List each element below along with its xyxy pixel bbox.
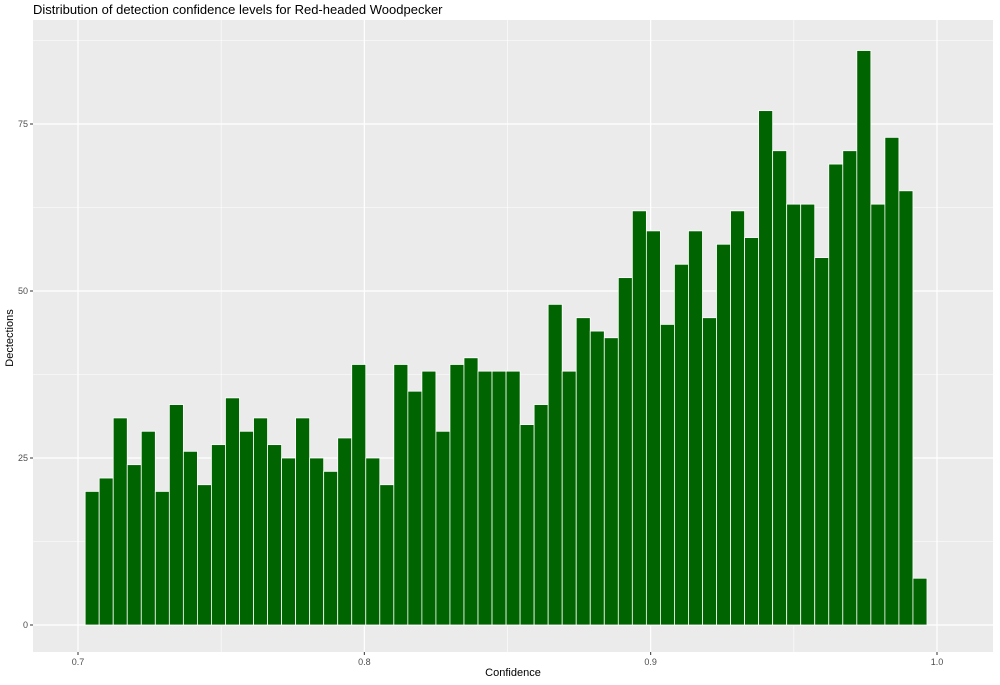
- x-tick-label: 0.9: [644, 657, 657, 667]
- histogram-bar: [547, 303, 563, 626]
- histogram-bar: [912, 577, 928, 626]
- histogram-bar: [309, 457, 325, 626]
- histogram-bar: [688, 230, 703, 626]
- histogram-bar: [365, 457, 381, 626]
- histogram-bar: [449, 364, 465, 626]
- histogram-bar: [828, 163, 844, 626]
- x-tick-label: 0.7: [72, 657, 85, 667]
- y-tick-label: 75: [18, 119, 28, 129]
- histogram-bar: [744, 237, 760, 626]
- histogram-bar: [519, 424, 535, 626]
- histogram-bar: [337, 437, 353, 626]
- histogram-bar: [239, 430, 254, 626]
- histogram-bar: [702, 317, 717, 626]
- y-tick-label: 0: [23, 620, 28, 630]
- histogram-bar: [379, 484, 395, 626]
- histogram-bar: [533, 404, 549, 626]
- histogram-bar: [575, 317, 591, 626]
- histogram-bar: [898, 190, 914, 626]
- histogram-bar: [631, 210, 647, 626]
- y-axis-label: Dectections: [4, 309, 16, 367]
- histogram-bar: [154, 490, 170, 626]
- histogram-bar: [617, 277, 633, 626]
- histogram-bar: [842, 150, 858, 626]
- histogram-bar: [674, 263, 689, 626]
- histogram-bar: [351, 364, 367, 626]
- histogram-bar: [491, 370, 507, 626]
- histogram-bar: [84, 490, 100, 626]
- histogram-bar: [758, 110, 774, 626]
- histogram-bar: [561, 370, 577, 626]
- histogram-bar: [267, 444, 282, 626]
- histogram-bar: [814, 257, 830, 626]
- x-tick-label: 0.8: [358, 657, 371, 667]
- histogram-bar: [477, 370, 493, 626]
- histogram-bar: [730, 210, 745, 626]
- histogram-bar: [786, 203, 802, 626]
- chart-title: Distribution of detection confidence lev…: [33, 2, 443, 17]
- y-axis: 0 25 50 75: [18, 119, 33, 630]
- histogram-bar: [856, 50, 872, 626]
- histogram-bar: [295, 417, 311, 626]
- histogram-bar: [800, 203, 816, 626]
- histogram-bar: [772, 150, 788, 626]
- histogram-bar: [393, 364, 409, 626]
- x-axis-label: Confidence: [485, 667, 541, 679]
- y-tick-label: 50: [18, 286, 28, 296]
- histogram-bar: [870, 203, 886, 626]
- histogram-bar: [660, 323, 675, 626]
- histogram-bar: [140, 430, 156, 626]
- histogram-bar: [323, 470, 339, 626]
- histogram-bar: [505, 370, 521, 626]
- histogram-bar: [463, 357, 479, 626]
- histogram-bar: [182, 450, 198, 626]
- histogram-bar: [884, 136, 900, 626]
- histogram-bar: [112, 417, 128, 626]
- histogram-bar: [98, 477, 114, 626]
- histogram-bar: [603, 337, 619, 626]
- histogram-bar: [211, 444, 226, 626]
- x-tick-label: 1.0: [931, 657, 944, 667]
- histogram-bar: [435, 430, 451, 626]
- histogram-bar: [253, 417, 268, 626]
- histogram-bar: [281, 457, 297, 626]
- x-axis: 0.7 0.8 0.9 1.0: [72, 652, 944, 667]
- histogram-bar: [197, 484, 212, 626]
- histogram-bar: [407, 390, 423, 626]
- histogram-bar: [126, 464, 142, 626]
- histogram-bar: [716, 243, 731, 626]
- histogram-bar: [225, 397, 240, 626]
- histogram-bars: [84, 50, 928, 626]
- histogram-bar: [589, 330, 605, 626]
- histogram-bar: [645, 230, 661, 626]
- histogram-bar: [168, 404, 184, 626]
- y-tick-label: 25: [18, 453, 28, 463]
- histogram-bar: [421, 370, 437, 626]
